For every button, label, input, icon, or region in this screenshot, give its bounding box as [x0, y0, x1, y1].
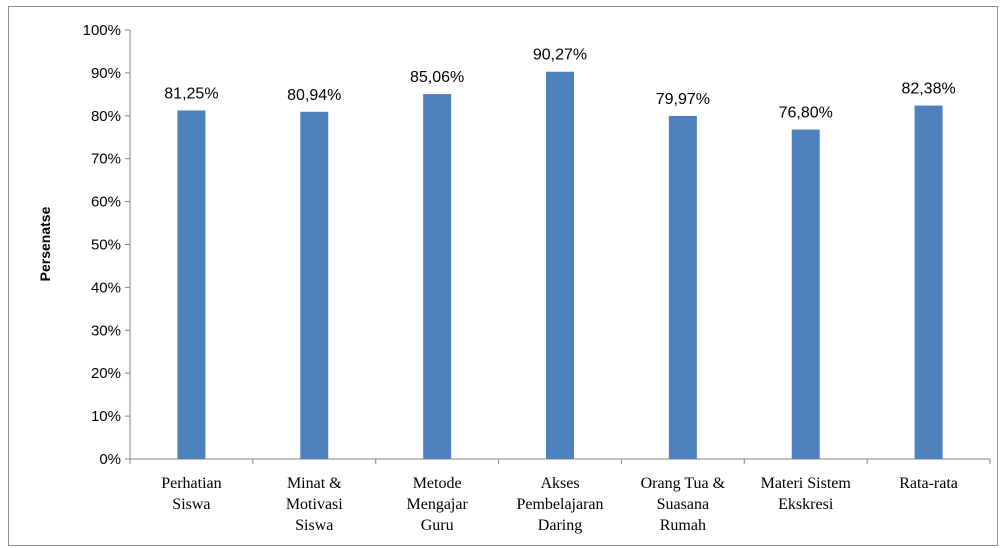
data-labels: 81,25% 80,94% 85,06% 90,27% 79,97% 76,80% 82,3…	[164, 47, 955, 122]
bar	[423, 94, 452, 460]
category-label: Akses Pembelajaran Daring	[516, 475, 603, 534]
data-label: 82,38%	[901, 81, 955, 98]
bar	[668, 115, 697, 459]
y-axis-label: Persenatse	[37, 206, 53, 281]
category-label: Minat & Motivasi Siswa	[286, 475, 343, 534]
x-axis	[129, 458, 991, 464]
data-label: 90,27%	[533, 47, 587, 64]
bar-series	[177, 71, 943, 460]
data-label: 85,06%	[410, 69, 464, 86]
bar	[914, 105, 943, 460]
y-tick-label: 0%	[99, 451, 121, 468]
y-tick-label: 50%	[91, 237, 121, 254]
category-label: Perhatian Siswa	[161, 475, 221, 513]
bar	[791, 129, 820, 459]
chart-frame	[8, 6, 998, 546]
data-label: 79,97%	[656, 91, 710, 108]
category-labels: Perhatian Siswa Minat & Motivasi Siswa Metode…	[161, 475, 958, 534]
y-tick-label: 100%	[83, 22, 121, 39]
y-tick-label: 20%	[91, 365, 121, 382]
bar	[300, 111, 329, 460]
category-label: Orang Tua & Suasana Rumah	[641, 475, 726, 534]
category-label: Rata-rata	[899, 475, 958, 492]
y-tick-label: 80%	[91, 108, 121, 125]
y-tick-label: 70%	[91, 151, 121, 168]
bar	[177, 110, 206, 459]
data-label: 81,25%	[164, 85, 218, 102]
data-label: 80,94%	[287, 87, 341, 104]
bar	[546, 71, 574, 459]
y-tick-label: 40%	[91, 279, 121, 296]
y-tick-label: 90%	[91, 65, 121, 82]
y-tick-label: 10%	[91, 408, 121, 425]
category-label: Materi Sistem Ekskresi	[761, 475, 852, 513]
y-tick-label: 30%	[91, 322, 121, 339]
y-axis: 0% 10% 20% 30% 40% 50% 60% 70% 80% 90% 100%	[83, 22, 131, 468]
category-label: Metode Mengajar Guru	[406, 475, 468, 534]
y-tick-label: 60%	[91, 194, 121, 211]
data-label: 76,80%	[779, 105, 833, 122]
